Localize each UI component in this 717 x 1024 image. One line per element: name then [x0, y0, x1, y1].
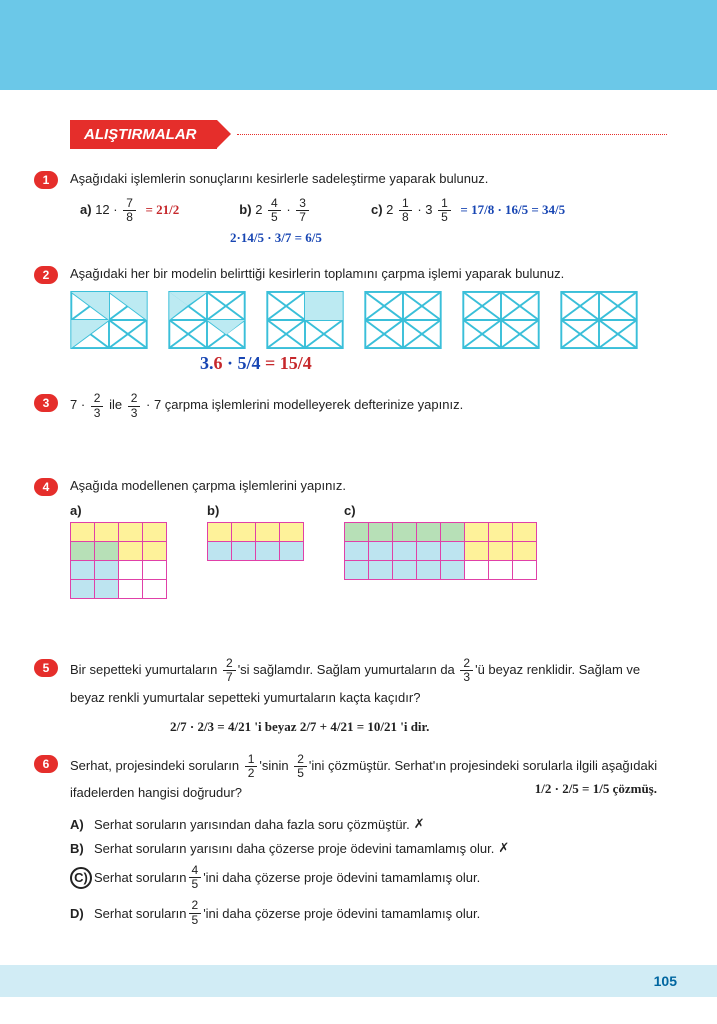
model-square: [560, 291, 638, 349]
section-title: ALIŞTIRMALAR: [70, 120, 217, 149]
choice-B: B)Serhat soruların yarısını daha çözerse…: [70, 840, 667, 856]
question-4: 4 Aşağıda modellenen çarpma işlemlerini …: [70, 476, 667, 600]
q2-text: Aşağıdaki her bir modelin belirttiği kes…: [70, 264, 667, 284]
choice-A: A)Serhat soruların yarısından daha fazla…: [70, 816, 667, 832]
choice-D: D)Serhat soruların 25'ini daha çözerse p…: [70, 899, 667, 926]
q6-text: Serhat, projesindeki soruların 12'sinin …: [70, 753, 667, 806]
grid-a: [70, 522, 167, 599]
qnum-6: 6: [34, 755, 58, 773]
x-mark-icon: ✗: [498, 840, 509, 856]
choice-C: C)Serhat soruların 45'ini daha çözerse p…: [70, 864, 667, 891]
question-5: 5 Bir sepetteki yumurtaların 27'si sağla…: [70, 657, 667, 734]
q1-text: Aşağıdaki işlemlerin sonuçlarını kesirle…: [70, 169, 667, 189]
circled-answer: C): [70, 867, 92, 889]
q4-b: b): [207, 503, 304, 561]
q2-handwriting: 3.6 · 5/4 = 15/4: [200, 353, 667, 374]
q6-handwriting: 1/2 · 2/5 = 1/5 çözmüş.: [535, 781, 657, 797]
question-1: 1 Aşağıdaki işlemlerin sonuçlarını kesir…: [70, 169, 667, 246]
qnum-5: 5: [34, 659, 58, 677]
question-6: 6 Serhat, projesindeki soruların 12'sini…: [70, 753, 667, 935]
section-header: ALIŞTIRMALAR: [70, 120, 667, 149]
page-content: ALIŞTIRMALAR 1 Aşağıdaki işlemlerin sonu…: [0, 90, 717, 935]
q5-text: Bir sepetteki yumurtaların 27'si sağlamd…: [70, 657, 667, 710]
page-number: 105: [654, 973, 677, 989]
q1-a-handwriting: = 21/2: [146, 202, 180, 217]
model-square: [70, 291, 148, 349]
grid-c: [344, 522, 537, 580]
model-square: [266, 291, 344, 349]
model-square: [462, 291, 540, 349]
qnum-4: 4: [34, 478, 58, 496]
q5-handwriting: 2/7 · 2/3 = 4/21 'i beyaz 2/7 + 4/21 = 1…: [170, 719, 667, 735]
grid-b: [207, 522, 304, 561]
q2-models: [70, 291, 667, 349]
page-footer: 105: [0, 965, 717, 997]
q1-b-handwriting: 2·14/5 · 3/7 = 6/5: [230, 230, 667, 246]
model-square: [364, 291, 442, 349]
qnum-3: 3: [34, 394, 58, 412]
q1-a: a) 12 · 78 = 21/2: [80, 197, 179, 224]
top-banner: [0, 0, 717, 90]
q3-text: 7 · 23 ile 23 · 7 çarpma işlemlerini mod…: [70, 392, 667, 419]
question-3: 3 7 · 23 ile 23 · 7 çarpma işlemlerini m…: [70, 392, 667, 427]
q1-c-handwriting: = 17/8 · 16/5 = 34/5: [460, 202, 565, 217]
q1-c: c) 2 18 · 3 15 = 17/8 · 16/5 = 34/5: [371, 197, 565, 224]
q4-c: c): [344, 503, 537, 580]
q4-text: Aşağıda modellenen çarpma işlemlerini ya…: [70, 476, 667, 496]
x-mark-icon: ✗: [414, 816, 425, 832]
question-2: 2 Aşağıdaki her bir modelin belirttiği k…: [70, 264, 667, 375]
qnum-2: 2: [34, 266, 58, 284]
qnum-1: 1: [34, 171, 58, 189]
model-square: [168, 291, 246, 349]
dotted-line: [237, 134, 668, 135]
q4-a: a): [70, 503, 167, 599]
q1-b: b) 2 45 · 37: [239, 197, 311, 224]
